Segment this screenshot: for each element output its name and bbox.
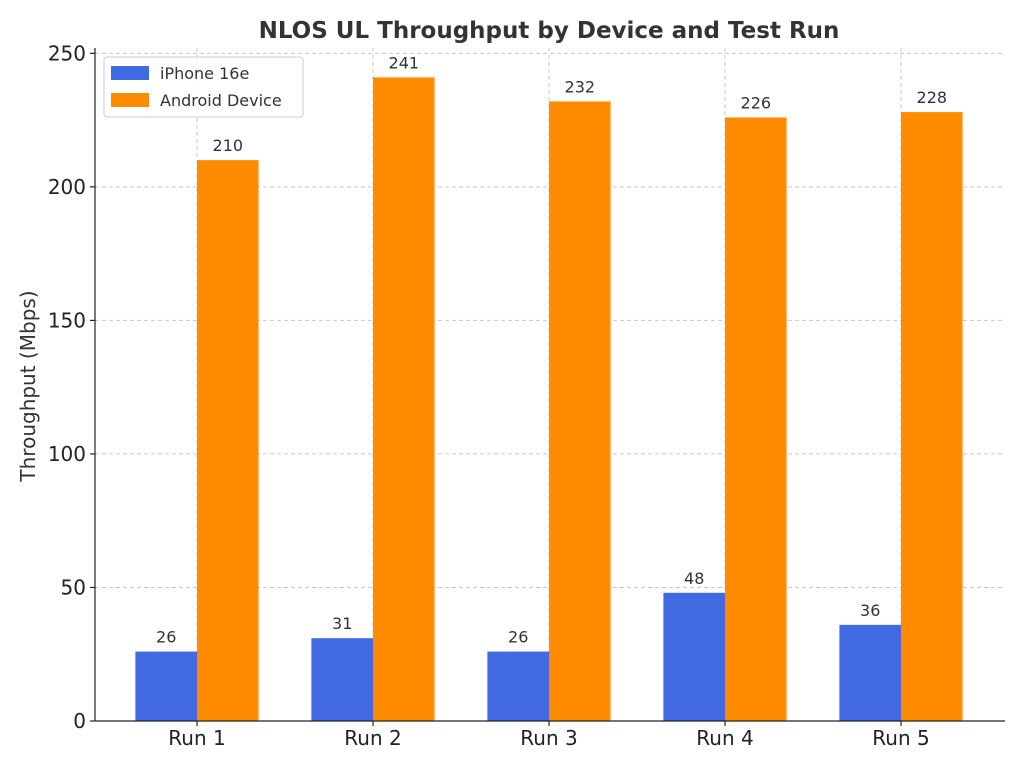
- y-axis-label: Throughput (Mbps): [16, 290, 40, 482]
- data-label: 31: [332, 614, 352, 633]
- legend-label: Android Device: [160, 91, 282, 110]
- bar-iphone-run-1: [135, 651, 197, 721]
- x-tick-label: Run 4: [696, 726, 753, 750]
- bar-iphone-run-4: [663, 592, 725, 721]
- bar-iphone-run-2: [311, 638, 373, 721]
- bar-iphone-run-5: [839, 624, 901, 721]
- data-label: 228: [917, 88, 948, 107]
- legend-swatch: [111, 93, 149, 107]
- bar-android-run-5: [901, 112, 963, 722]
- data-label: 48: [684, 569, 704, 588]
- bar-android-run-2: [373, 77, 435, 722]
- x-tick-label: Run 1: [168, 726, 225, 750]
- x-tick-label: Run 3: [520, 726, 577, 750]
- legend-box: [103, 56, 304, 118]
- bar-iphone-run-3: [487, 651, 549, 721]
- data-label: 241: [389, 53, 420, 72]
- bar-android-run-1: [197, 160, 259, 721]
- y-tick-label: 250: [48, 41, 86, 65]
- y-tick-label: 150: [48, 308, 86, 332]
- data-labels: 26 31 26 48 36 210 241 232 226 228: [156, 53, 947, 646]
- data-label: 232: [565, 77, 596, 96]
- y-tick-label: 100: [48, 442, 86, 466]
- y-tick-label: 50: [61, 575, 86, 599]
- x-tick-label: Run 5: [872, 726, 929, 750]
- x-tick-label: Run 2: [344, 726, 401, 750]
- bar-android-run-4: [725, 117, 787, 721]
- data-label: 210: [213, 136, 244, 155]
- chart-title: NLOS UL Throughput by Device and Test Ru…: [259, 18, 840, 44]
- legend-swatch: [111, 66, 149, 80]
- axes: 0 50 100 150 200 250 Run 1 Run 2 Run 3 Run 4 Run 5: [48, 41, 1005, 750]
- y-tick-label: 200: [48, 175, 86, 199]
- legend: iPhone 16e Android Device: [103, 56, 304, 118]
- y-tick-label: 0: [73, 709, 86, 733]
- bar-android-run-3: [549, 101, 611, 721]
- data-label: 26: [156, 628, 176, 647]
- data-label: 26: [508, 628, 528, 647]
- legend-label: iPhone 16e: [160, 64, 249, 83]
- data-label: 36: [860, 601, 880, 620]
- bars: [135, 77, 963, 722]
- data-label: 226: [741, 93, 772, 112]
